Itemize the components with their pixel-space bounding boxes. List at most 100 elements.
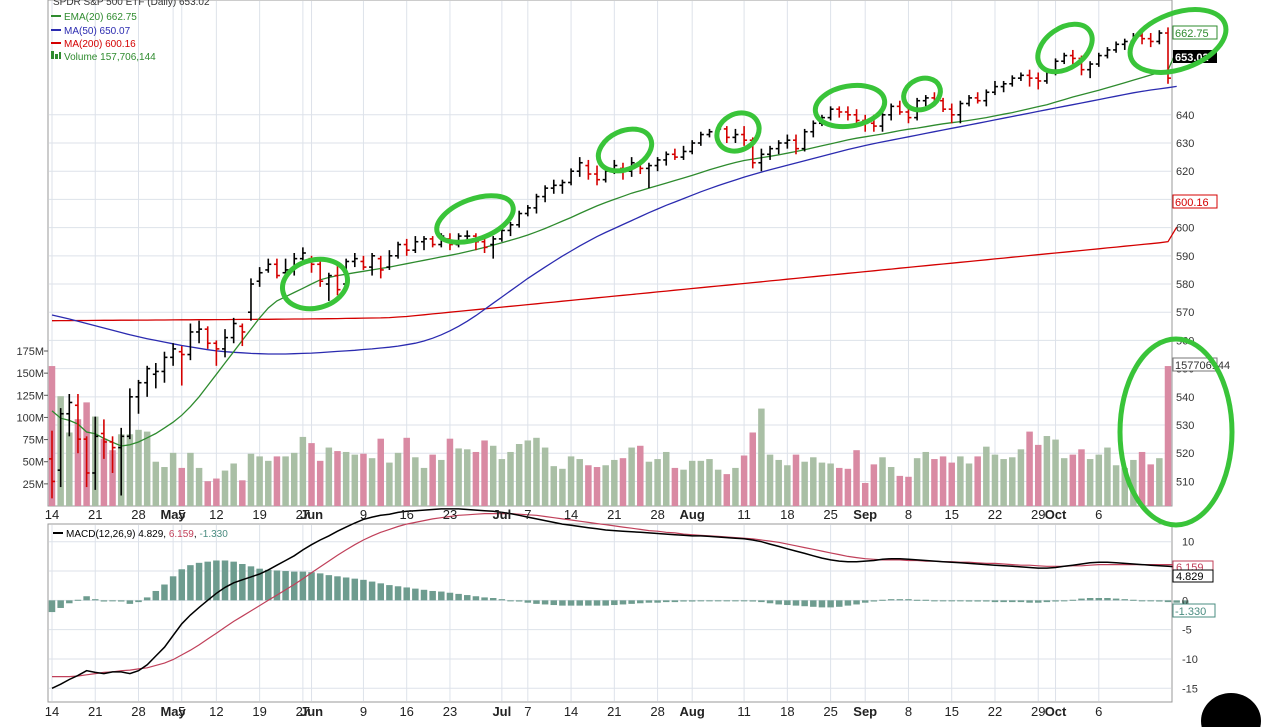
volume-bar [1156,458,1163,506]
macd-histogram-bar [688,600,696,602]
ohlc-bar [317,261,324,287]
volume-bar [464,449,471,506]
ohlc-bar [74,394,81,454]
macd-histogram-bar [628,600,635,604]
ohlc-bar [481,238,488,253]
volume-bar [325,447,333,506]
ohlc-bar [351,253,358,268]
macd-histogram-bar [204,561,211,601]
macd-histogram-bar [498,599,506,601]
volume-bar [801,461,808,506]
x-tick-label: Oct [1045,704,1067,719]
volume-bar [472,451,480,506]
ohlc-bar [135,379,142,414]
price-tick-label: 590 [1176,251,1194,263]
macd-histogram-bar [247,566,255,601]
macd-tick-label: -10 [1182,654,1198,666]
svg-text:MACD(12,26,9) 4.: MACD(12,26,9) 4.829, 6.159, -1.330 [66,529,228,540]
macd-histogram-bar [377,583,384,601]
volume-bar [645,461,653,506]
x-tick-label: 12 [209,507,223,522]
ohlc-bar [732,128,739,144]
ohlc-bar [325,272,332,301]
ohlc-bar [429,236,436,248]
hist-value: -1.330 [199,529,228,540]
ohlc-bar [1113,41,1120,53]
ohlc-bar [1156,30,1163,45]
macd-histogram-bar [1182,600,1189,605]
x-tick-label: Aug [680,507,705,522]
ohlc-bar [654,157,661,172]
volume-bar [671,467,679,506]
volume-bar [680,469,687,506]
volume-bar [628,447,635,506]
volume-tick-label: 50M [23,457,44,469]
x-tick-label: Sep [853,704,877,719]
ohlc-bar [741,126,748,146]
macd-histogram-bar [1086,598,1094,601]
ohlc-bar [256,267,263,287]
price-panel [47,0,1173,507]
ohlc-bar [836,106,843,118]
macd-histogram-bar [524,600,532,603]
macd-histogram-bar [325,575,333,601]
macd-legend: MACD(12,26,9) 4.829, 6.159, -1.330 [53,529,228,540]
macd-histogram-bar [991,600,999,603]
macd-histogram-bar [213,560,220,601]
macd-histogram-bar [905,599,912,601]
macd-histogram-bar [420,589,428,601]
x-tick-label: 14 [564,704,578,719]
volume-bar [143,431,151,506]
volume-bar [377,438,384,506]
price-tick-label: 530 [1176,420,1194,432]
volume-bar [965,463,973,506]
volume-bar [342,451,350,506]
ohlc-bar [775,140,782,155]
macd-histogram-bar [827,600,834,608]
macd-histogram-bar [316,573,324,601]
ohlc-bar [161,351,168,383]
ohlc-bar [170,343,177,366]
volume-bar [1000,459,1007,506]
volume-bar [861,482,869,506]
x-tick-label: 29 [1031,507,1045,522]
macd-histogram-bar [585,600,592,606]
macd-histogram-bar [567,600,575,606]
macd-histogram-bar [654,600,661,603]
macd-histogram-bar [429,590,436,601]
ma50-line [51,85,1177,355]
macd-histogram-bar [282,571,289,601]
volume-bar [602,465,609,506]
macd-panel [47,523,1173,703]
volume-bar [213,478,220,506]
volume-bar [515,444,523,506]
macd-histogram-bar [152,590,160,601]
ohlc-bar [689,140,696,155]
x-tick-label: 21 [607,507,621,522]
macd-box: 4.829 [1176,571,1204,583]
macd-histogram-bar [230,561,237,601]
x-tick-label: 21 [88,704,102,719]
ohlc-bar [100,419,107,459]
ohlc-bar [594,165,601,186]
macd-histogram-bar [126,600,134,604]
macd-histogram-bar [1095,598,1103,601]
ohlc-bar [92,416,99,490]
macd-histogram-bar [472,596,480,601]
macd-histogram-bar [775,600,782,605]
volume-bar [368,458,376,506]
ma200-box: 600.16 [1175,197,1209,209]
macd-histogram-bar [507,600,514,602]
ohlc-bar [265,258,272,273]
macd-histogram-bar [749,600,756,602]
volume-bar [957,456,964,506]
macd-histogram-bar [1121,599,1128,601]
ema20-box: 662.75 [1175,28,1209,40]
volume-bar [412,457,419,506]
volume-bar [403,437,410,506]
volume-bar [230,463,237,506]
x-tick-label: 19 [252,507,266,522]
volume-bar [550,466,558,506]
x-tick-label: 16 [399,507,413,522]
